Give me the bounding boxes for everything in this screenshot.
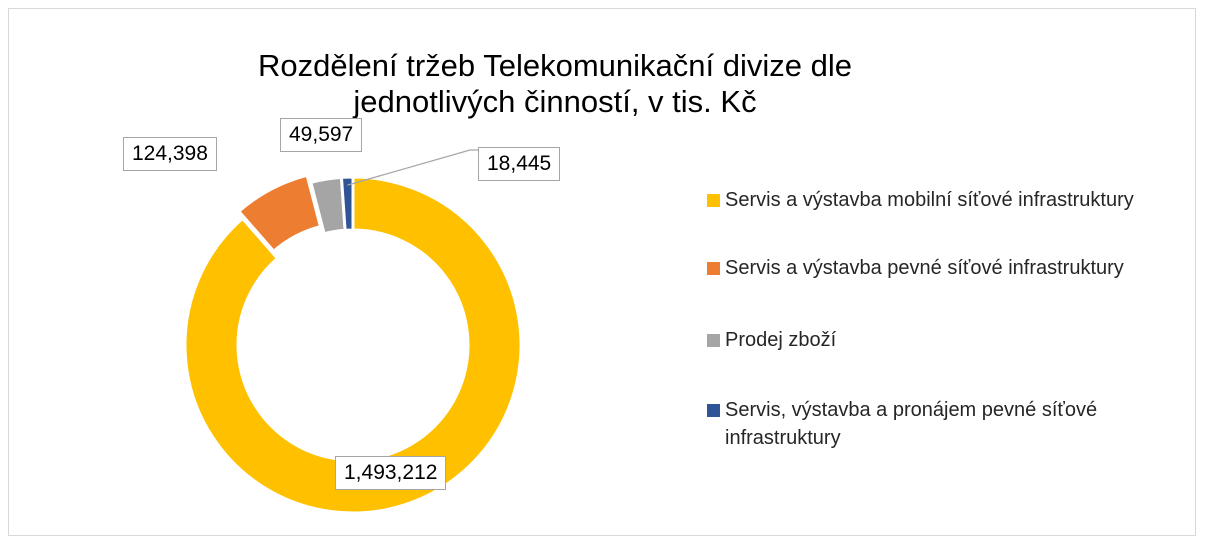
donut-slice — [236, 173, 323, 254]
legend-item: Servis, výstavba a pronájem pevné síťové… — [707, 396, 1155, 452]
legend-swatch — [707, 334, 720, 347]
data-label: 1,493,212 — [335, 456, 447, 490]
legend-item: Servis a výstavba pevné síťové infrastru… — [707, 254, 1155, 282]
legend-item: Prodej zboží — [707, 326, 1155, 354]
chart-frame — [8, 8, 1196, 536]
donut-slice — [339, 175, 355, 232]
donut-slice — [183, 175, 523, 515]
legend-label: Servis a výstavba mobilní síťové infrast… — [725, 189, 1134, 211]
legend-swatch — [707, 404, 720, 417]
legend-swatch — [707, 194, 720, 207]
leader-line — [347, 149, 478, 186]
legend-label: Servis, výstavba a pronájem pevné síťové… — [725, 399, 1098, 449]
chart-title: Rozdělení tržeb Telekomunikační divize d… — [258, 48, 852, 119]
legend-item: Servis a výstavba mobilní síťové infrast… — [707, 186, 1155, 214]
legend-label: Prodej zboží — [725, 329, 837, 351]
legend-label: Servis a výstavba pevné síťové infrastru… — [725, 257, 1124, 279]
data-label: 49,597 — [280, 118, 363, 152]
data-label: 18,445 — [478, 147, 561, 181]
legend-swatch — [707, 262, 720, 275]
data-label: 124,398 — [123, 137, 217, 171]
